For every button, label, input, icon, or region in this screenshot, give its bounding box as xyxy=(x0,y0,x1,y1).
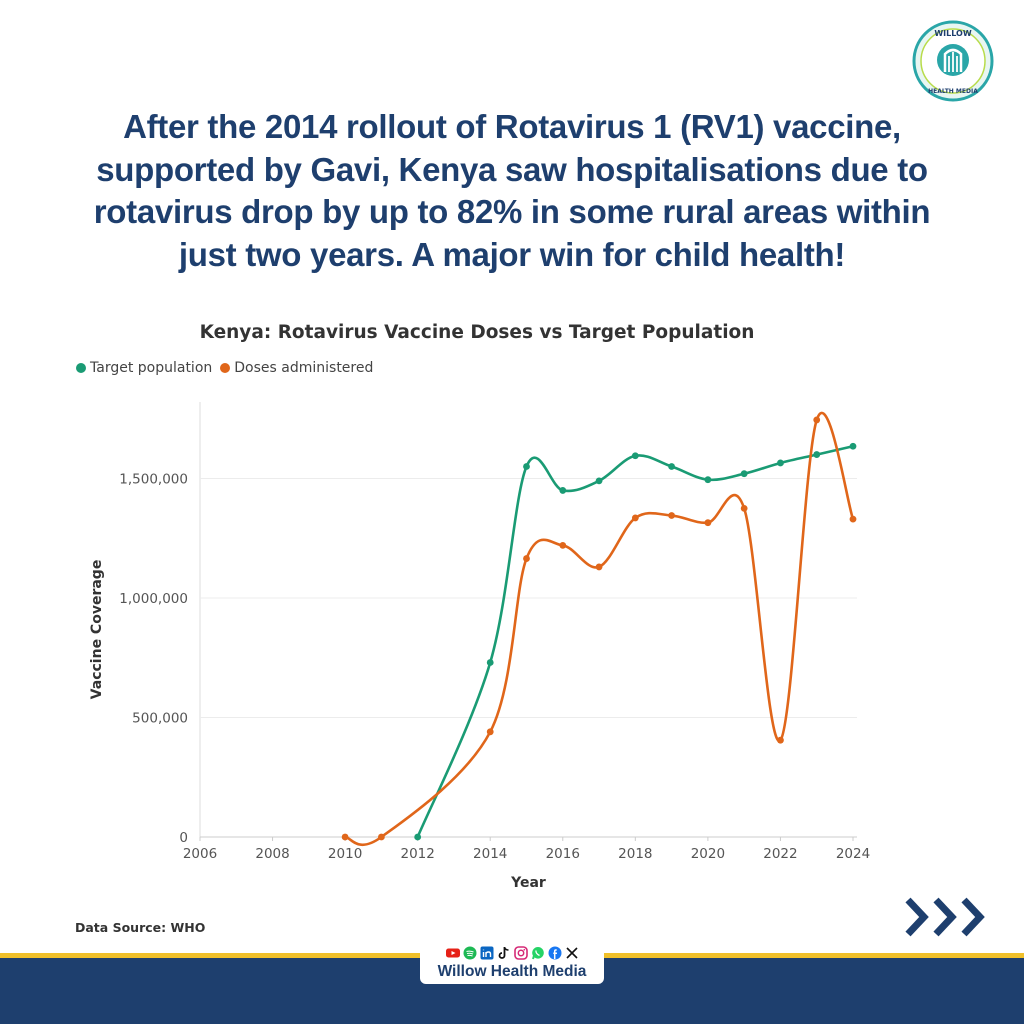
x-icon[interactable] xyxy=(565,946,579,960)
data-point-doses-administered xyxy=(341,833,349,841)
data-point-doses-administered xyxy=(486,728,494,736)
data-point-doses-administered xyxy=(377,833,385,841)
legend-label-target: Target population xyxy=(90,360,213,376)
x-tick-label: 2012 xyxy=(400,846,434,862)
line-chart: 0 500,000 1,000,000 1,500,000 2006 2008 2010 20… xyxy=(89,402,870,891)
x-tick-label: 2016 xyxy=(546,846,580,862)
data-point-target-population xyxy=(740,470,748,478)
youtube-icon[interactable] xyxy=(445,946,460,960)
y-tick-label: 0 xyxy=(179,830,188,846)
legend-item-doses: Doses administered xyxy=(220,360,373,376)
chart-legend: Target population Doses administered xyxy=(76,360,381,376)
x-tick-label: 2008 xyxy=(255,846,289,862)
data-point-doses-administered xyxy=(595,563,603,571)
series-line-doses-administered xyxy=(344,411,855,847)
series-line-target-population xyxy=(416,444,854,838)
x-tick-label: 2018 xyxy=(618,846,652,862)
social-icons xyxy=(420,946,604,960)
data-point-target-population xyxy=(523,463,530,470)
data-point-doses-administered xyxy=(777,736,784,744)
data-point-target-population xyxy=(813,451,821,458)
svg-text:WILLOW: WILLOW xyxy=(934,29,972,38)
x-axis-title: Year xyxy=(510,875,546,891)
willow-health-media-logo: WILLOW HEALTH MEDIA xyxy=(912,20,994,102)
legend-label-doses: Doses administered xyxy=(234,360,374,376)
legend-item-target: Target population xyxy=(76,360,212,376)
data-point-target-population xyxy=(414,833,422,841)
brand-name: Willow Health Media xyxy=(437,963,587,980)
data-point-target-population xyxy=(668,463,676,470)
data-point-doses-administered xyxy=(740,504,748,512)
data-point-doses-administered xyxy=(559,542,567,549)
linkedin-icon[interactable] xyxy=(480,946,494,960)
y-axis-title: Vaccine Coverage xyxy=(89,560,105,700)
x-tick-label: 2022 xyxy=(763,846,797,862)
data-point-target-population xyxy=(486,659,494,666)
facebook-icon[interactable] xyxy=(548,946,562,960)
x-tick-label: 2006 xyxy=(183,846,217,862)
data-point-doses-administered xyxy=(704,519,712,527)
data-point-target-population xyxy=(631,452,639,460)
data-point-doses-administered xyxy=(668,512,676,519)
data-point-doses-administered xyxy=(631,514,639,522)
y-tick-label: 1,000,000 xyxy=(119,591,188,607)
data-point-target-population xyxy=(559,487,567,494)
tiktok-icon[interactable] xyxy=(497,946,511,960)
headline: After the 2014 rollout of Rotavirus 1 (R… xyxy=(93,108,931,273)
instagram-icon[interactable] xyxy=(513,946,528,960)
data-source: Data Source: WHO xyxy=(75,920,206,935)
x-tick-label: 2020 xyxy=(691,846,725,862)
x-tick-label: 2010 xyxy=(328,846,362,862)
data-point-target-population xyxy=(595,477,603,485)
data-point-target-population xyxy=(777,459,784,467)
chart-title: Kenya: Rotavirus Vaccine Doses vs Target… xyxy=(199,322,755,343)
legend-swatch-target xyxy=(76,363,86,373)
data-point-doses-administered xyxy=(523,555,530,562)
brand-card: Willow Health Media xyxy=(420,942,604,984)
svg-text:HEALTH MEDIA: HEALTH MEDIA xyxy=(928,88,978,95)
x-tick-label: 2024 xyxy=(836,846,870,862)
y-tick-label: 500,000 xyxy=(132,710,188,726)
data-point-target-population xyxy=(849,442,857,450)
spotify-icon[interactable] xyxy=(463,946,477,960)
triple-chevron-right-icon[interactable] xyxy=(904,896,992,938)
data-point-target-population xyxy=(704,476,712,484)
data-point-doses-administered xyxy=(813,416,821,424)
legend-swatch-doses xyxy=(220,363,231,373)
x-tick-label: 2014 xyxy=(473,846,507,862)
y-tick-label: 1,500,000 xyxy=(119,471,188,487)
whatsapp-icon[interactable] xyxy=(531,946,545,960)
data-point-doses-administered xyxy=(849,515,857,523)
